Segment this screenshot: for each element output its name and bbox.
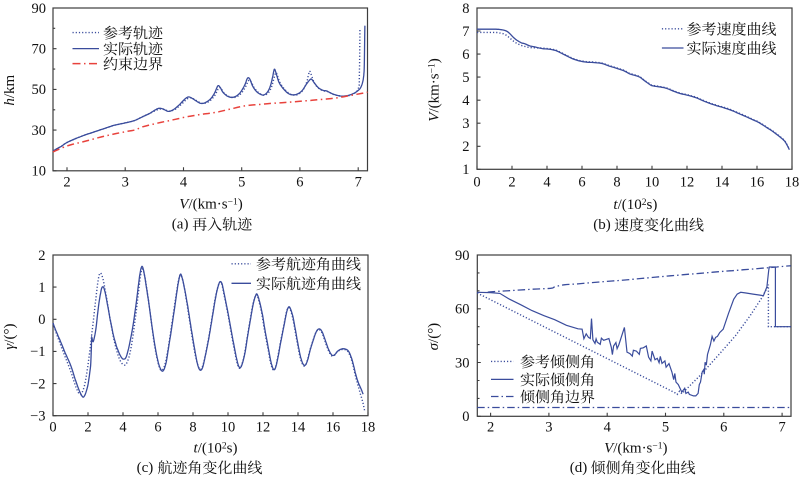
svg-text:V/(km·s−1): V/(km·s−1): [604, 441, 667, 457]
svg-text:σ/(°): σ/(°): [426, 323, 442, 351]
svg-text:4: 4: [543, 174, 551, 190]
svg-text:(a): (a): [172, 217, 189, 233]
svg-text:6: 6: [462, 47, 469, 63]
svg-text:18: 18: [785, 174, 800, 190]
svg-text:70: 70: [32, 42, 47, 58]
svg-text:5: 5: [238, 175, 245, 191]
svg-text:4: 4: [180, 175, 188, 191]
svg-text:−1: −1: [30, 344, 45, 360]
svg-text:16: 16: [326, 420, 341, 436]
svg-text:t/(102s): t/(102s): [613, 197, 657, 213]
svg-text:4: 4: [462, 93, 470, 109]
svg-text:60: 60: [455, 302, 470, 318]
svg-text:1: 1: [462, 162, 469, 178]
svg-text:12: 12: [680, 174, 695, 190]
svg-text:5: 5: [462, 70, 469, 86]
svg-text:2: 2: [462, 139, 469, 155]
svg-text:1: 1: [38, 280, 45, 296]
svg-text:10: 10: [221, 420, 236, 436]
svg-text:5: 5: [662, 420, 669, 436]
svg-text:10: 10: [645, 174, 660, 190]
svg-text:−3: −3: [30, 409, 45, 425]
svg-text:14: 14: [715, 174, 730, 190]
svg-text:0: 0: [473, 174, 480, 190]
svg-text:V/(km·s−1): V/(km·s−1): [179, 196, 242, 212]
svg-text:t/(102s): t/(102s): [194, 441, 238, 457]
svg-text:14: 14: [291, 420, 306, 436]
svg-text:0: 0: [462, 409, 469, 425]
svg-text:2: 2: [84, 420, 91, 436]
svg-text:V/(km·s−1): V/(km·s−1): [427, 58, 443, 121]
svg-text:2: 2: [487, 420, 494, 436]
svg-text:0: 0: [49, 420, 56, 436]
svg-text:8: 8: [613, 174, 620, 190]
svg-text:4: 4: [604, 420, 612, 436]
svg-text:3: 3: [545, 420, 552, 436]
svg-text:3: 3: [122, 175, 129, 191]
svg-text:8: 8: [189, 420, 196, 436]
svg-text:8: 8: [462, 1, 469, 17]
svg-text:0: 0: [38, 312, 45, 328]
svg-text:6: 6: [578, 174, 585, 190]
svg-text:50: 50: [32, 82, 47, 98]
svg-text:18: 18: [361, 420, 376, 436]
svg-text:γ/(°): γ/(°): [2, 324, 18, 350]
svg-text:90: 90: [455, 248, 470, 264]
svg-text:2: 2: [63, 175, 70, 191]
svg-text:6: 6: [154, 420, 161, 436]
svg-text:3: 3: [462, 116, 469, 132]
svg-text:12: 12: [256, 420, 271, 436]
svg-text:30: 30: [32, 123, 47, 139]
svg-text:7: 7: [355, 175, 362, 191]
svg-text:(d): (d): [570, 460, 588, 476]
svg-text:4: 4: [119, 420, 127, 436]
svg-text:6: 6: [720, 420, 727, 436]
svg-text:7: 7: [462, 24, 469, 40]
svg-text:7: 7: [778, 420, 785, 436]
svg-text:h/km: h/km: [2, 74, 18, 105]
svg-text:10: 10: [32, 164, 47, 180]
svg-text:−2: −2: [30, 376, 45, 392]
svg-text:2: 2: [508, 174, 515, 190]
svg-text:16: 16: [750, 174, 765, 190]
svg-text:6: 6: [296, 175, 303, 191]
svg-text:90: 90: [32, 1, 47, 17]
svg-text:(b): (b): [593, 217, 611, 233]
svg-text:(c): (c): [137, 460, 154, 476]
svg-text:30: 30: [455, 355, 470, 371]
svg-text:2: 2: [38, 248, 45, 264]
